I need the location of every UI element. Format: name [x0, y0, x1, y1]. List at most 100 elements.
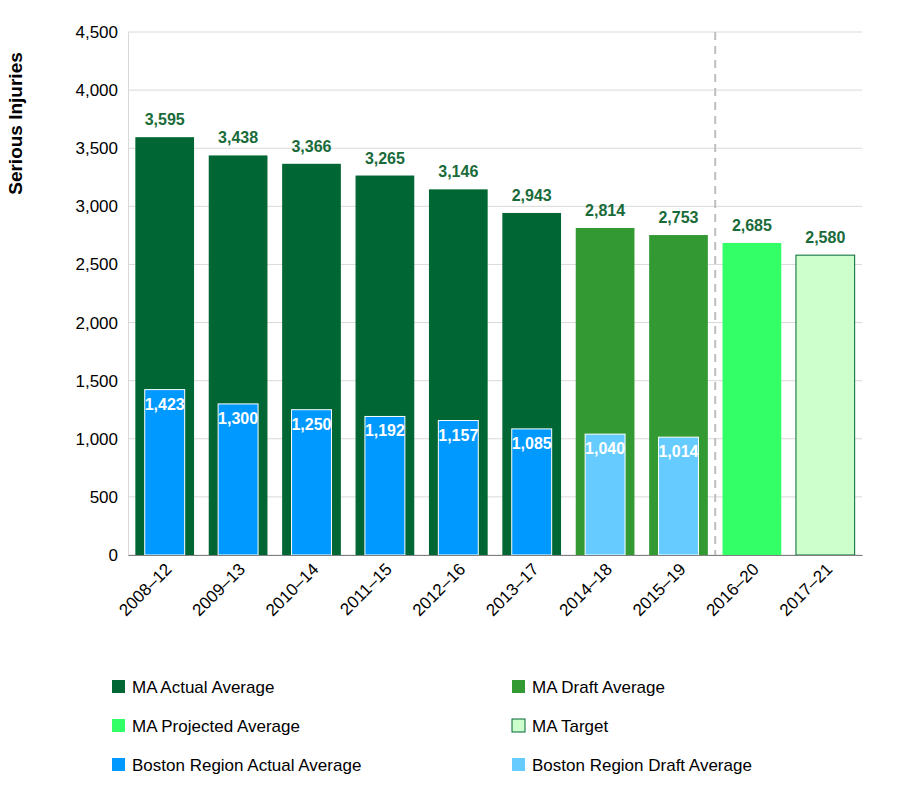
y-tick: 3,000 — [75, 197, 128, 216]
legend-item: MA Projected Average — [112, 717, 300, 736]
x-tick: 2013–17 — [482, 555, 542, 620]
y-tick: 4,500 — [75, 23, 128, 42]
x-tick: 2017–21 — [776, 555, 836, 620]
legend-item: Boston Region Actual Average — [112, 756, 361, 775]
y-tick-label: 4,500 — [75, 23, 118, 42]
x-tick-label: 2013–17 — [482, 560, 542, 620]
x-axis: 2008–122009–132010–142011–152012–162013–… — [115, 555, 862, 620]
grid-line — [128, 148, 862, 149]
data-label: 2,943 — [512, 187, 552, 204]
x-tick: 2010–14 — [262, 555, 322, 620]
data-label: 3,595 — [145, 111, 185, 128]
grid-line — [128, 32, 862, 33]
bars — [135, 137, 854, 555]
chart: 0 500 1,000 1,500 2,000 2,500 3,000 3,500 4,000 4… — [0, 0, 902, 787]
data-label: 1,014 — [658, 443, 698, 460]
y-axis-title: Serious Injuries — [5, 52, 26, 195]
data-label: 3,265 — [365, 150, 405, 167]
legend-label: Boston Region Actual Average — [132, 756, 361, 775]
legend-label: MA Actual Average — [132, 678, 274, 697]
data-label: 1,040 — [585, 440, 625, 457]
bar — [218, 404, 258, 555]
legend-label: MA Draft Average — [532, 678, 665, 697]
divider — [714, 32, 716, 555]
plot: 0 500 1,000 1,500 2,000 2,500 3,000 3,500 4,000 4… — [75, 23, 862, 620]
data-label: 3,146 — [438, 163, 478, 180]
data-label: 1,192 — [365, 422, 405, 439]
bar — [292, 410, 332, 555]
bar — [209, 155, 268, 555]
y-tick-label: 1,500 — [75, 372, 118, 391]
legend-swatch — [512, 680, 525, 693]
legend-label: Boston Region Draft Average — [532, 756, 752, 775]
x-tick: 2009–13 — [189, 555, 249, 620]
x-tick: 2011–15 — [336, 555, 395, 619]
bar — [429, 189, 488, 555]
grid — [128, 32, 862, 555]
legend-item: Boston Region Draft Average — [512, 756, 752, 775]
data-label: 1,157 — [438, 427, 478, 444]
y-tick-label: 2,500 — [75, 255, 118, 274]
data-label: 2,814 — [585, 202, 625, 219]
grid-line — [128, 90, 862, 91]
bar — [365, 416, 405, 555]
y-tick-label: 1,000 — [75, 430, 118, 449]
y-tick-label: 4,000 — [75, 81, 118, 100]
legend-item: MA Draft Average — [512, 678, 665, 697]
x-tick: 2008–12 — [115, 555, 175, 620]
x-tick: 2015–19 — [629, 555, 689, 620]
y-axis: 0 500 1,000 1,500 2,000 2,500 3,000 3,500 4,000 4… — [75, 23, 128, 565]
x-tick-label: 2017–21 — [776, 560, 836, 620]
x-tick: 2012–16 — [409, 555, 469, 620]
x-tick-label: 2016–20 — [703, 560, 763, 620]
legend-swatch — [112, 758, 125, 771]
x-tick-label: 2015–19 — [629, 560, 689, 620]
data-label: 2,753 — [658, 209, 698, 226]
bar — [649, 235, 708, 555]
y-tick-label: 3,500 — [75, 139, 118, 158]
bar — [282, 164, 341, 555]
y-tick: 0 — [109, 546, 128, 565]
bar — [796, 255, 855, 555]
legend: MA Actual Average MA Draft Average MA Proj… — [112, 678, 752, 775]
legend-item: MA Actual Average — [112, 678, 274, 697]
data-label: 1,300 — [218, 410, 258, 427]
bar — [356, 176, 415, 555]
x-tick: 2014–18 — [556, 555, 616, 620]
x-tick: 2016–20 — [703, 555, 763, 620]
bar — [723, 243, 782, 555]
y-tick-label: 3,000 — [75, 197, 118, 216]
x-tick-label: 2010–14 — [262, 560, 322, 620]
bar — [502, 213, 561, 555]
bar — [512, 429, 552, 555]
x-tick-label: 2009–13 — [189, 560, 249, 620]
y-tick-label: 2,000 — [75, 313, 118, 332]
legend-swatch — [512, 758, 525, 771]
bar — [438, 421, 478, 555]
data-label: 1,423 — [145, 396, 185, 413]
bar — [145, 390, 185, 555]
legend-item: MA Target — [512, 717, 609, 736]
data-label: 2,685 — [732, 217, 772, 234]
data-label: 2,580 — [805, 229, 845, 246]
x-tick-label: 2012–16 — [409, 560, 469, 620]
x-tick-label: 2014–18 — [556, 560, 616, 620]
y-tick: 1,000 — [75, 430, 128, 449]
data-label: 3,366 — [291, 138, 331, 155]
y-tick: 2,500 — [75, 255, 128, 274]
legend-swatch — [112, 680, 125, 693]
bar — [585, 434, 625, 555]
legend-swatch — [512, 719, 525, 732]
legend-swatch — [112, 719, 125, 732]
y-tick: 500 — [90, 488, 128, 507]
y-tick: 1,500 — [75, 372, 128, 391]
data-label: 3,438 — [218, 129, 258, 146]
x-axis-line — [129, 555, 863, 556]
bar — [576, 228, 635, 555]
x-tick-label: 2011–15 — [336, 560, 395, 619]
data-label: 1,250 — [291, 416, 331, 433]
y-axis-line — [128, 33, 129, 556]
y-tick-label: 500 — [90, 488, 118, 507]
bar — [659, 437, 699, 555]
legend-label: MA Projected Average — [132, 717, 300, 736]
